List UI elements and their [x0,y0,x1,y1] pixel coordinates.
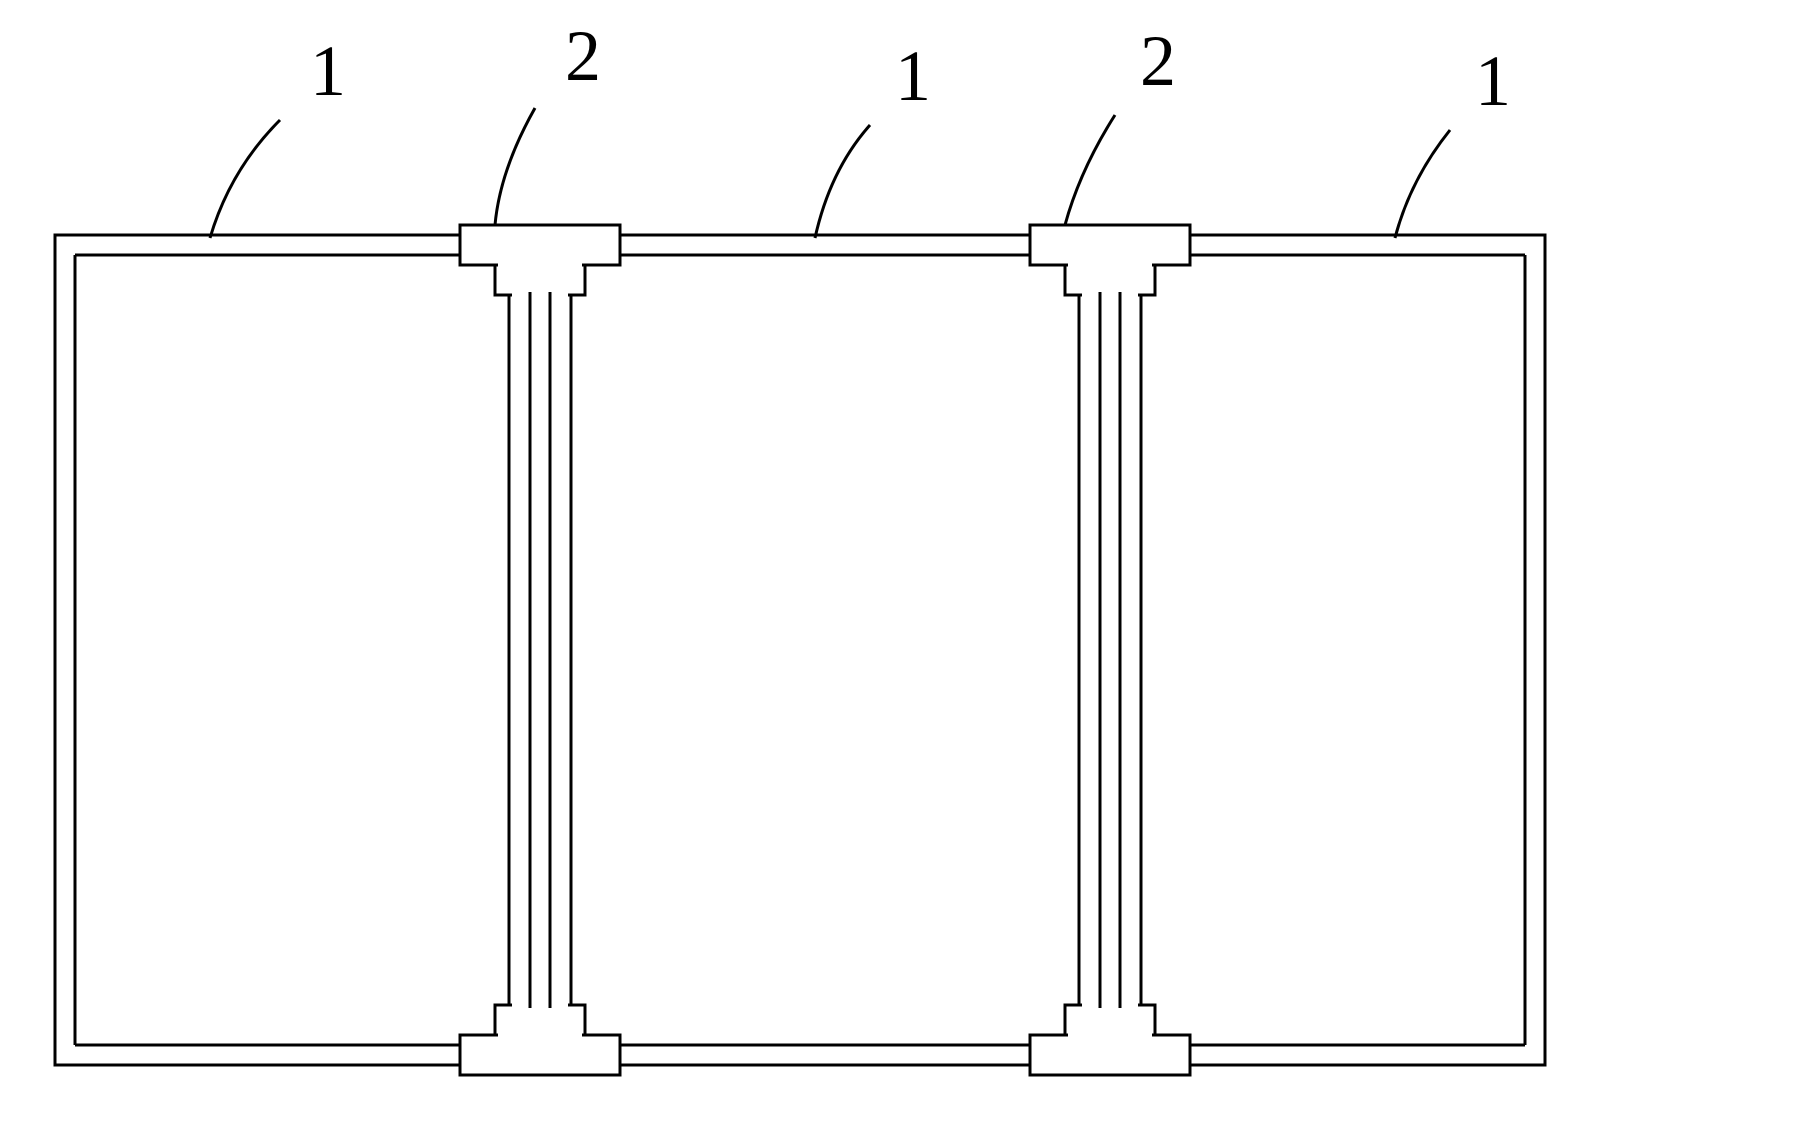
reference-label: 1 [1475,40,1511,123]
reference-label: 1 [895,35,931,118]
reference-label: 1 [310,30,346,113]
diagram-canvas: 1 2 1 2 1 [0,0,1800,1140]
reference-label: 2 [565,15,601,98]
reference-label: 2 [1140,20,1176,103]
diagram-svg [0,0,1800,1140]
